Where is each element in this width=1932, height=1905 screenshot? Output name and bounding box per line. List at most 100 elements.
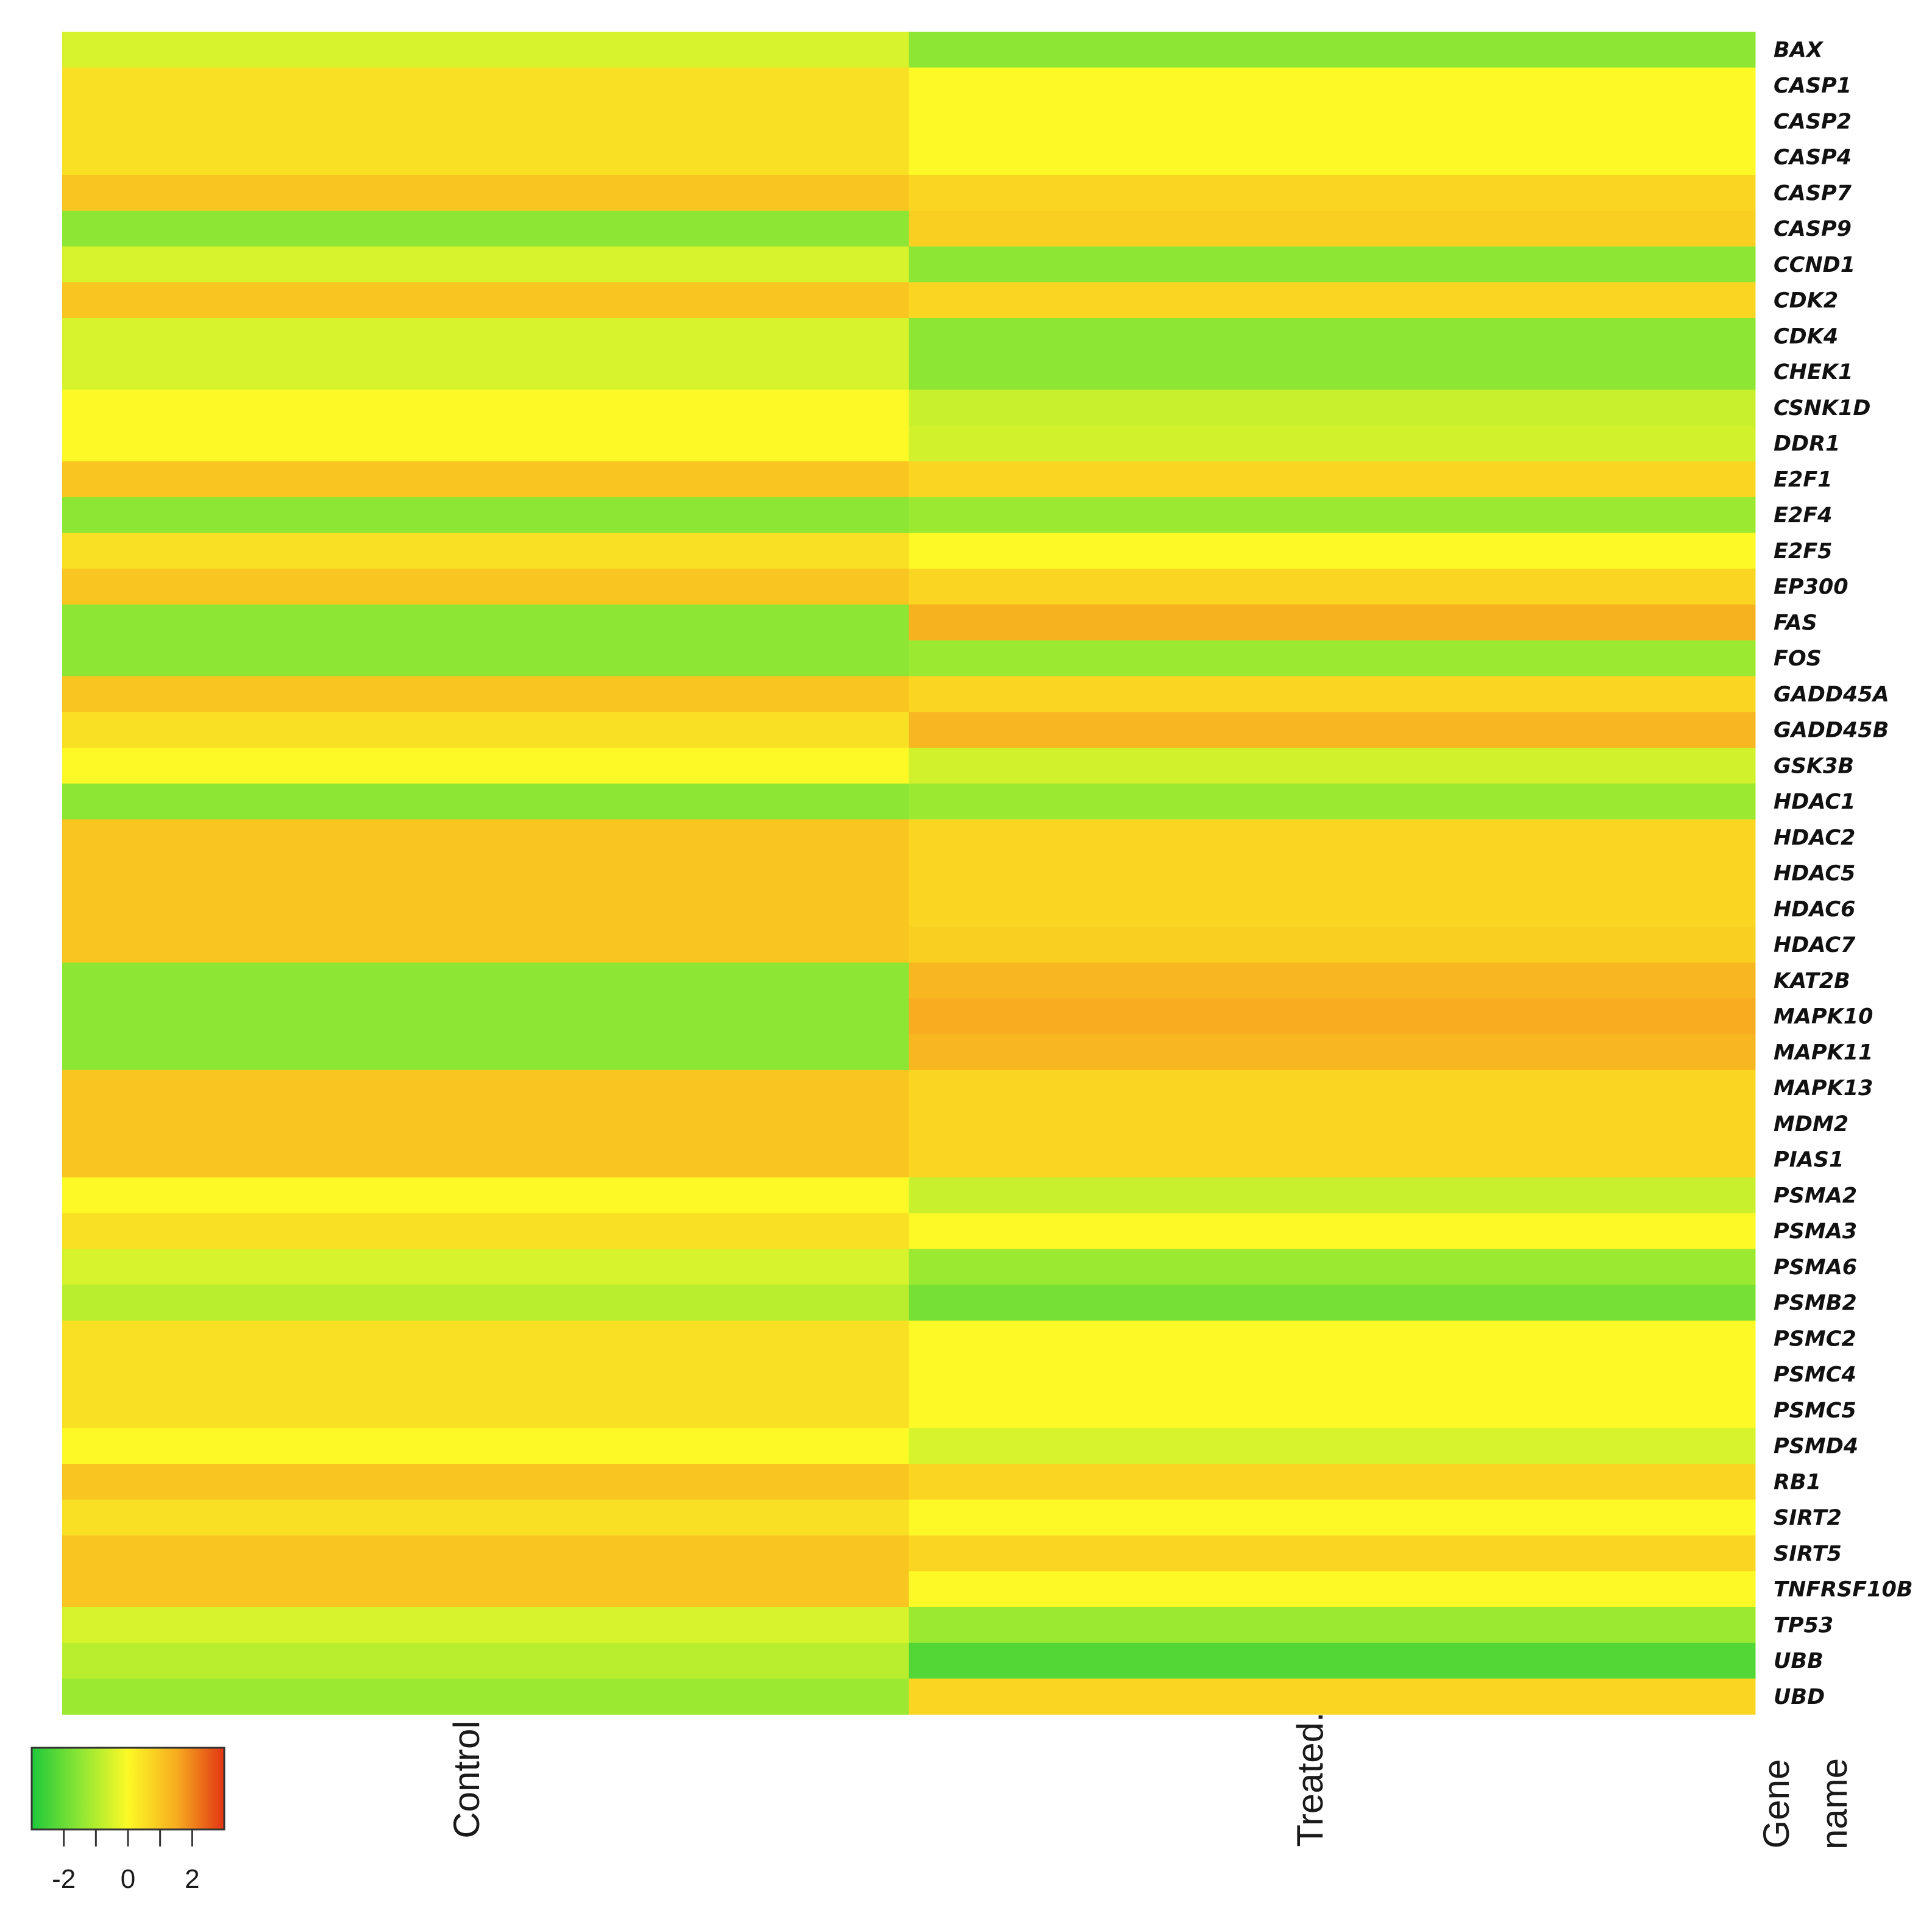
heatmap-cell-mapk10-control: [62, 998, 909, 1035]
gene-labels: BAX CASP1 CASP2 CASP4 CASP7 CASP9 CCND1 CDK2 CDK…: [1774, 38, 1913, 1709]
heatmap-cell-mdm2-control: [62, 1105, 909, 1142]
heatmap-cell-hdac1-control: [62, 783, 909, 820]
gene-label-hdac7: HDAC7: [1774, 933, 1856, 957]
gene-label-rb1: RB1: [1774, 1470, 1821, 1494]
heatmap-cell-hdac1-treated: [909, 783, 1756, 820]
gene-label-sirt5: SIRT5: [1774, 1542, 1842, 1566]
row-header-name: name: [1814, 1758, 1855, 1850]
heatmap-cell-psma3-treated: [909, 1213, 1756, 1249]
heatmap-cell-casp9-treated: [909, 210, 1756, 247]
heatmap-cell-e2f4-control: [62, 497, 909, 533]
gene-label-psmb2: PSMB2: [1774, 1291, 1857, 1316]
heatmap-cell-sirt2-control: [62, 1499, 909, 1536]
heatmap-cell-cdk2-control: [62, 282, 909, 319]
gene-label-csnk1d: CSNK1D: [1774, 396, 1870, 420]
heatmap-cell-psma6-treated: [909, 1249, 1756, 1285]
gene-label-gadd45a: GADD45A: [1774, 683, 1889, 707]
gene-label-ep300: EP300: [1774, 575, 1849, 600]
heatmap-cell-psmc2-treated: [909, 1321, 1756, 1357]
gene-label-casp2: CASP2: [1774, 110, 1852, 134]
heatmap-cell-psma6-control: [62, 1249, 909, 1285]
heatmap-cell-gadd45a-treated: [909, 676, 1756, 712]
heatmap-cell-bax-treated: [909, 32, 1756, 68]
heatmap-cell-ddr1-treated: [909, 425, 1756, 462]
gene-label-ubd: UBD: [1774, 1685, 1825, 1709]
heatmap-cell-ubd-control: [62, 1678, 909, 1715]
heatmap-cell-casp1-treated: [909, 67, 1756, 104]
heatmap-cell-e2f4-treated: [909, 497, 1756, 533]
gene-label-fos: FOS: [1774, 647, 1822, 671]
heatmap-cell-ubb-treated: [909, 1642, 1756, 1679]
heatmap-cell-psmd4-treated: [909, 1428, 1756, 1464]
gene-label-e2f5: E2F5: [1774, 539, 1833, 564]
heatmap-cell-hdac5-control: [62, 855, 909, 892]
heatmap-cell-psma2-control: [62, 1177, 909, 1214]
gene-label-e2f4: E2F4: [1774, 503, 1833, 528]
heatmap-cell-csnk1d-control: [62, 389, 909, 426]
gene-label-sirt2: SIRT2: [1774, 1506, 1842, 1530]
gene-label-mdm2: MDM2: [1774, 1112, 1849, 1137]
gene-label-casp7: CASP7: [1774, 181, 1852, 205]
gene-label-hdac2: HDAC2: [1774, 826, 1855, 850]
heatmap-cell-ccnd1-control: [62, 246, 909, 283]
heatmap-cell-psmd4-control: [62, 1428, 909, 1464]
heatmap-cell-psmc4-control: [62, 1356, 909, 1392]
heatmap-cell-casp2-treated: [909, 103, 1756, 140]
heatmap-cell-sirt5-control: [62, 1535, 909, 1572]
gene-label-psmc2: PSMC2: [1774, 1327, 1856, 1351]
heatmap-cell-sirt5-treated: [909, 1535, 1756, 1572]
heatmap-cell-hdac7-control: [62, 926, 909, 963]
heatmap-cell-psmc4-treated: [909, 1356, 1756, 1392]
heatmap-cell-rb1-control: [62, 1464, 909, 1500]
heatmap-cell-csnk1d-treated: [909, 389, 1756, 426]
heatmap-cell-e2f1-control: [62, 461, 909, 498]
heatmap-cell-gadd45b-treated: [909, 712, 1756, 748]
gene-label-fas: FAS: [1774, 611, 1817, 635]
heatmap-cell-casp4-control: [62, 139, 909, 176]
heatmap-cell-ubb-control: [62, 1642, 909, 1679]
heatmap-cell-mapk13-treated: [909, 1070, 1756, 1106]
heatmap-cell-e2f1-treated: [909, 461, 1756, 498]
heatmap-cell-mapk11-treated: [909, 1034, 1756, 1071]
heatmap-cell-psmc2-control: [62, 1321, 909, 1357]
gene-label-ubb: UBB: [1774, 1649, 1824, 1673]
color-bar-ticks: -2 0 2: [52, 1829, 200, 1894]
heatmap-cell-psmc5-control: [62, 1392, 909, 1428]
heatmap-cell-e2f5-control: [62, 533, 909, 569]
heatmap-cells: [62, 32, 1756, 1715]
gene-label-mapk10: MAPK10: [1774, 1005, 1873, 1029]
gene-label-ccnd1: CCND1: [1774, 253, 1855, 277]
heatmap-cell-gsk3b-treated: [909, 748, 1756, 784]
heatmap-cell-kat2b-control: [62, 962, 909, 999]
heatmap-cell-mdm2-treated: [909, 1105, 1756, 1142]
heatmap-cell-hdac5-treated: [909, 855, 1756, 892]
heatmap-cell-chek1-control: [62, 353, 909, 390]
gene-label-bax: BAX: [1774, 38, 1824, 62]
color-bar-tick-label: 0: [121, 1864, 135, 1894]
gene-label-tp53: TP53: [1774, 1613, 1833, 1637]
gene-label-hdac6: HDAC6: [1774, 897, 1855, 921]
gene-label-psmd4: PSMD4: [1774, 1435, 1858, 1459]
gene-label-casp1: CASP1: [1774, 74, 1852, 98]
gene-label-psmc4: PSMC4: [1774, 1363, 1856, 1387]
gene-label-casp9: CASP9: [1774, 217, 1852, 241]
heatmap-cell-hdac6-treated: [909, 891, 1756, 928]
heatmap-cell-psma2-treated: [909, 1177, 1756, 1214]
heatmap-cell-gsk3b-control: [62, 748, 909, 784]
gene-label-psma3: PSMA3: [1774, 1219, 1857, 1244]
heatmap-cell-casp1-control: [62, 67, 909, 104]
heatmap-cell-casp7-treated: [909, 175, 1756, 211]
gene-label-e2f1: E2F1: [1774, 467, 1833, 492]
heatmap-cell-gadd45b-control: [62, 712, 909, 748]
heatmap-cell-mapk13-control: [62, 1070, 909, 1106]
heatmap-cell-fos-treated: [909, 640, 1756, 676]
heatmap-cell-gadd45a-control: [62, 676, 909, 712]
gene-label-hdac5: HDAC5: [1774, 862, 1855, 886]
gene-label-psma2: PSMA2: [1774, 1183, 1857, 1208]
heatmap-cell-chek1-treated: [909, 353, 1756, 390]
column-label-treated: Treated.: [1290, 1712, 1330, 1846]
heatmap-cell-casp7-control: [62, 175, 909, 211]
heatmap-cell-psmb2-treated: [909, 1285, 1756, 1321]
heatmap-cell-hdac2-control: [62, 819, 909, 856]
